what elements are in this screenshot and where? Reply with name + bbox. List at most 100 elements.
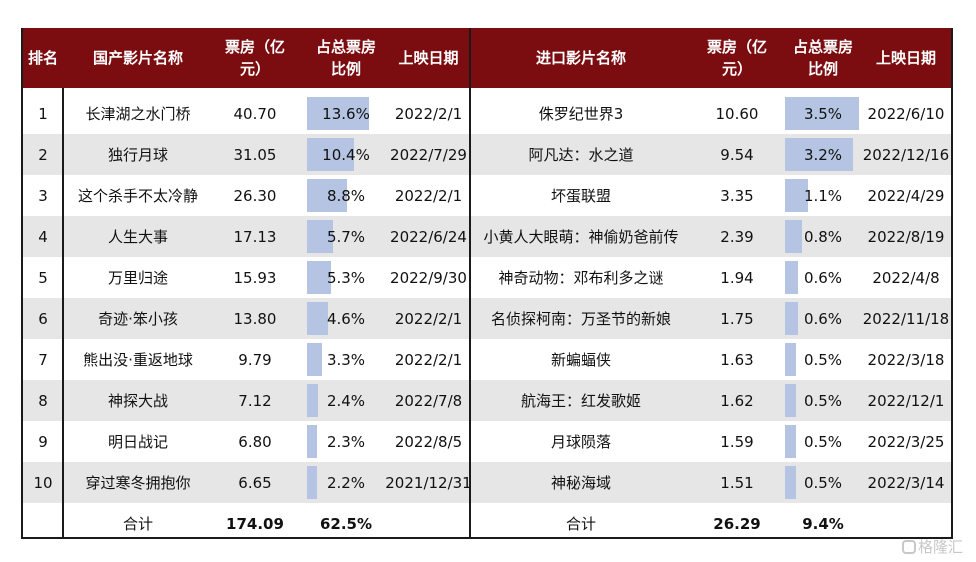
header-box-line1: 票房（亿 <box>224 38 285 56</box>
imported-release-date: 2022/3/18 <box>867 350 945 369</box>
domestic-share-bar <box>307 220 333 253</box>
header-box-line2: 元） <box>721 60 752 78</box>
imported-share-value: 3.5% <box>803 104 843 123</box>
domestic-release-date: 2022/7/8 <box>394 391 463 410</box>
table-row: 6 奇迹·笨小孩 13.80 4.6% 2022/2/1 名侦探柯南：万圣节的新娘 1.75… <box>23 298 951 339</box>
domestic-box-office: 17.13 <box>233 227 277 246</box>
domestic-release-date: 2022/9/30 <box>390 268 467 287</box>
imported-box-office: 1.59 <box>720 432 754 451</box>
domestic-box-office: 15.93 <box>233 268 277 287</box>
rank-cell: 1 <box>38 104 48 123</box>
imported-film-name: 侏罗纪世界3 <box>538 105 624 123</box>
rank-column-divider <box>62 88 64 537</box>
imported-release-date: 2022/12/1 <box>867 391 945 410</box>
imported-share-bar <box>785 343 796 376</box>
imported-release-date: 2022/8/19 <box>867 227 945 246</box>
header-imported-release-label: 上映日期 <box>875 49 936 67</box>
imported-share-value: 0.5% <box>803 432 843 451</box>
imported-share-bar <box>785 261 798 294</box>
imported-box-office: 1.62 <box>720 391 754 410</box>
header-domestic-release: 上映日期 <box>387 28 470 88</box>
table-row: 5 万里归途 15.93 5.3% 2022/9/30 神奇动物：邓布利多之谜 1.94 0.… <box>23 257 951 298</box>
imported-film-name: 小黄人大眼萌：神偷奶爸前传 <box>483 228 679 246</box>
watermark-text: 格隆汇 <box>918 538 964 556</box>
imported-film-name: 航海王：红发歌姬 <box>520 392 641 410</box>
header-domestic-share: 占总票房 比例 <box>307 28 385 88</box>
rank-cell: 4 <box>38 227 48 246</box>
header-imported-share: 占总票房 比例 <box>785 28 861 88</box>
domestic-box-office: 9.79 <box>238 350 272 369</box>
imported-box-office: 1.51 <box>720 473 754 492</box>
header-domestic-name-label: 国产影片名称 <box>92 49 183 67</box>
imported-release-date: 2022/11/18 <box>862 309 950 328</box>
domestic-share-bar <box>307 179 347 212</box>
domestic-release-date: 2021/12/31 <box>385 473 472 492</box>
imported-film-name: 月球陨落 <box>550 433 611 451</box>
domestic-share-bar <box>307 97 369 130</box>
domestic-film-name: 长津湖之水门桥 <box>85 105 191 123</box>
domestic-release-date: 2022/2/1 <box>394 350 463 369</box>
domestic-share-value: 4.6% <box>326 309 366 328</box>
domestic-share-bar <box>307 425 317 458</box>
imported-film-name: 神奇动物：邓布利多之谜 <box>498 269 664 287</box>
imported-box-office: 1.94 <box>720 268 754 287</box>
center-divider <box>469 28 471 537</box>
header-box-line2: 元） <box>239 60 270 78</box>
imported-share-value: 0.5% <box>803 391 843 410</box>
domestic-box-office: 6.80 <box>238 432 272 451</box>
imported-share-value: 1.1% <box>803 186 843 205</box>
rank-cell: 3 <box>38 186 48 205</box>
domestic-total-box-office: 174.09 <box>226 514 284 533</box>
domestic-film-name: 明日战记 <box>107 433 168 451</box>
domestic-box-office: 6.65 <box>238 473 272 492</box>
table-row: 4 人生大事 17.13 5.7% 2022/6/24 小黄人大眼萌：神偷奶爸前传 2.39… <box>23 216 951 257</box>
table-row: 3 这个杀手不太冷静 26.30 8.8% 2022/2/1 坏蛋联盟 3.35 1.1% 20… <box>23 175 951 216</box>
header-imported-name: 进口影片名称 <box>471 28 691 88</box>
domestic-share-value: 2.2% <box>326 473 366 492</box>
domestic-box-office: 13.80 <box>233 309 277 328</box>
imported-total-label: 合计 <box>565 515 596 533</box>
imported-share-bar <box>785 384 796 417</box>
domestic-share-value: 2.4% <box>326 391 366 410</box>
imported-share-value: 0.6% <box>803 268 843 287</box>
imported-release-date: 2022/3/14 <box>867 473 945 492</box>
header-rank-label: 排名 <box>27 49 58 67</box>
domestic-share-value: 5.3% <box>326 268 366 287</box>
imported-share-value: 0.6% <box>803 309 843 328</box>
header-domestic-release-label: 上映日期 <box>398 49 459 67</box>
imported-film-name: 名侦探柯南：万圣节的新娘 <box>490 310 671 328</box>
domestic-film-name: 万里归途 <box>107 269 168 287</box>
imported-share-value: 3.2% <box>803 145 843 164</box>
imported-box-office: 1.63 <box>720 350 754 369</box>
rank-cell: 10 <box>33 473 53 492</box>
imported-release-date: 2022/6/10 <box>867 104 945 123</box>
rank-cell: 9 <box>38 432 48 451</box>
rank-cell: 2 <box>38 145 48 164</box>
header-share-line2: 比例 <box>807 60 838 78</box>
domestic-share-value: 5.7% <box>326 227 366 246</box>
domestic-film-name: 独行月球 <box>107 146 168 164</box>
logo-icon <box>902 539 916 554</box>
totals-row: 合计 174.09 62.5% 合计 26.29 9.4% <box>23 503 951 544</box>
domestic-release-date: 2022/7/29 <box>390 145 467 164</box>
imported-film-name: 神秘海域 <box>550 474 611 492</box>
imported-total-share: 9.4% <box>802 514 844 533</box>
domestic-film-name: 奇迹·笨小孩 <box>98 310 178 328</box>
imported-box-office: 9.54 <box>720 145 754 164</box>
domestic-share-value: 10.4% <box>322 145 370 164</box>
domestic-share-bar <box>307 466 317 499</box>
imported-share-bar <box>785 179 808 212</box>
watermark: 格隆汇 <box>902 536 963 557</box>
imported-box-office: 2.39 <box>720 227 754 246</box>
table-row: 2 独行月球 31.05 10.4% 2022/7/29 阿凡达：水之道 9.54 3.2% 2… <box>23 134 951 175</box>
domestic-share-bar <box>307 138 354 171</box>
domestic-film-name: 人生大事 <box>107 228 168 246</box>
domestic-share-value: 2.3% <box>326 432 366 451</box>
domestic-film-name: 这个杀手不太冷静 <box>77 187 198 205</box>
imported-total-box-office: 26.29 <box>713 514 761 533</box>
imported-release-date: 2022/4/29 <box>867 186 945 205</box>
domestic-box-office: 7.12 <box>238 391 272 410</box>
domestic-box-office: 31.05 <box>233 145 277 164</box>
imported-share-value: 0.5% <box>803 473 843 492</box>
domestic-share-bar <box>307 384 318 417</box>
